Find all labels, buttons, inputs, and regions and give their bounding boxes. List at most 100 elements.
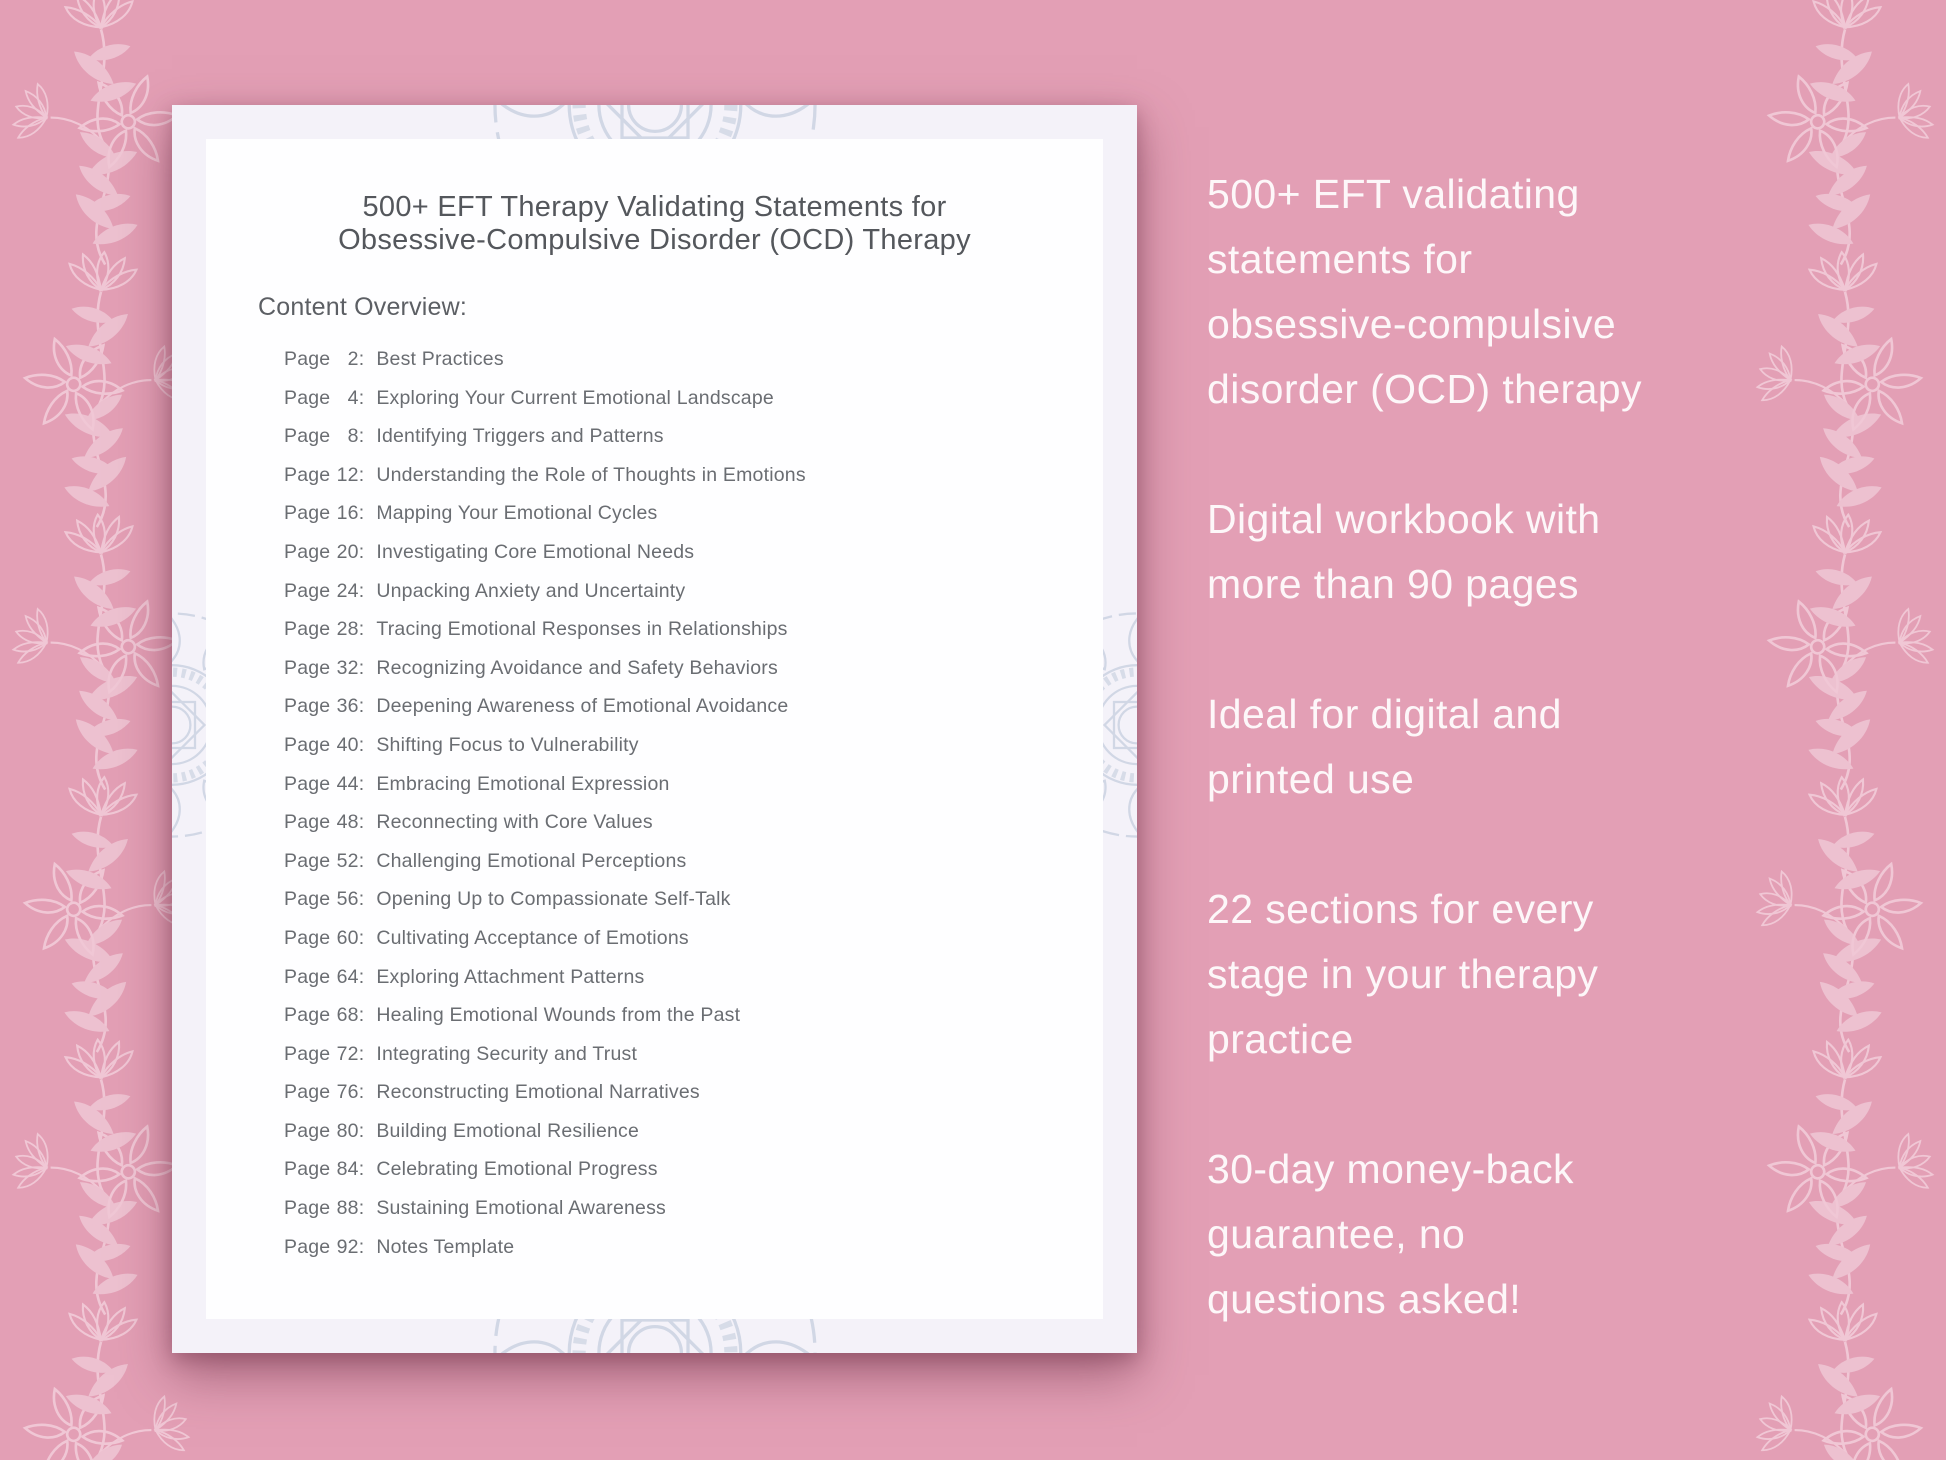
toc-page-word: Page: [284, 1004, 331, 1027]
toc-entry-title: Reconstructing Emotional Narratives: [376, 1081, 700, 1104]
marketing-line: guarantee, no: [1207, 1211, 1466, 1257]
toc-item: Page 88: Sustaining Emotional Awareness: [284, 1198, 1103, 1219]
toc-page-word: Page: [284, 811, 331, 834]
marketing-line: statements for: [1207, 236, 1473, 282]
document-page: 500+ EFT Therapy Validating Statements f…: [206, 139, 1103, 1319]
document-title-line1: 500+ EFT Therapy Validating Statements f…: [362, 191, 947, 223]
toc-entry-title: Shifting Focus to Vulnerability: [376, 733, 639, 756]
toc-item: Page 16: Mapping Your Emotional Cycles: [284, 503, 1103, 524]
toc-page-number: 56:: [336, 888, 365, 911]
toc-entry-title: Deepening Awareness of Emotional Avoidan…: [376, 695, 789, 718]
toc-entry-title: Integrating Security and Trust: [376, 1042, 638, 1065]
toc-page-word: Page: [284, 579, 331, 602]
toc-page-number: 40:: [336, 733, 365, 756]
toc-entry-title: Best Practices: [376, 348, 504, 370]
toc-page-number: 68:: [336, 1004, 365, 1027]
toc-page-word: Page: [284, 463, 331, 486]
toc-entry-title: Healing Emotional Wounds from the Past: [376, 1004, 741, 1027]
toc-page-word: Page: [284, 965, 331, 988]
toc-item: Page 4: Exploring Your Current Emotional L…: [284, 386, 1103, 409]
workbook-preview-card: 500+ EFT Therapy Validating Statements f…: [172, 105, 1137, 1353]
marketing-line: more than 90 pages: [1207, 561, 1579, 607]
toc-page-word: Page: [284, 888, 331, 911]
toc-page-number: 64:: [336, 965, 365, 988]
toc-item: Page 36: Deepening Awareness of Emotional …: [284, 696, 1103, 717]
toc-item: Page 24: Unpacking Anxiety and Uncertainty: [284, 579, 1103, 602]
toc-page-word: Page: [284, 348, 331, 370]
toc-page-word: Page: [284, 1235, 331, 1258]
toc-item: Page 8: Identifying Triggers and Patterns: [284, 426, 1103, 447]
toc-page-word: Page: [284, 540, 331, 563]
toc-page-word: Page: [284, 386, 331, 409]
marketing-bullet: Ideal for digital and printed use: [1207, 682, 1807, 812]
toc-page-number: 32:: [336, 656, 365, 679]
toc-page-number: 36:: [336, 695, 365, 718]
toc-entry-title: Identifying Triggers and Patterns: [376, 425, 664, 448]
toc-entry-title: Notes Template: [376, 1235, 515, 1258]
toc-page-word: Page: [284, 618, 331, 641]
toc-page-word: Page: [284, 425, 331, 448]
toc-page-word: Page: [284, 1197, 331, 1220]
toc-item: Page 92: Notes Template: [284, 1235, 1103, 1258]
toc-page-number: 48:: [336, 811, 365, 834]
toc-page-word: Page: [284, 849, 331, 872]
marketing-line: disorder (OCD) therapy: [1207, 366, 1642, 412]
toc-page-number: 2:: [347, 348, 365, 370]
table-of-contents: Page 2: Best Practices Page 4: Exploring You…: [284, 349, 1103, 1258]
toc-page-number: 44:: [336, 772, 365, 795]
toc-item: Page 56: Opening Up to Compassionate Self-…: [284, 889, 1103, 910]
toc-page-word: Page: [284, 1042, 331, 1065]
marketing-line: stage in your therapy: [1207, 951, 1599, 997]
toc-page-word: Page: [284, 656, 331, 679]
toc-page-word: Page: [284, 926, 331, 949]
toc-page-number: 60:: [336, 926, 365, 949]
toc-page-number: 92:: [336, 1235, 365, 1258]
toc-page-word: Page: [284, 502, 331, 525]
toc-entry-title: Challenging Emotional Perceptions: [376, 849, 687, 872]
toc-entry-title: Reconnecting with Core Values: [376, 811, 653, 834]
toc-entry-title: Sustaining Emotional Awareness: [376, 1197, 666, 1220]
toc-item: Page 2: Best Practices: [284, 349, 1103, 370]
toc-page-word: Page: [284, 1081, 331, 1104]
marketing-bullet: 22 sections for every stage in your ther…: [1207, 877, 1807, 1072]
toc-entry-title: Investigating Core Emotional Needs: [376, 540, 695, 563]
toc-item: Page 60: Cultivating Acceptance of Emotion…: [284, 926, 1103, 949]
toc-entry-title: Recognizing Avoidance and Safety Behavio…: [376, 656, 778, 679]
toc-page-number: 8:: [347, 425, 365, 448]
toc-page-word: Page: [284, 733, 331, 756]
toc-page-number: 16:: [336, 502, 365, 525]
toc-item: Page 12: Understanding the Role of Thought…: [284, 463, 1103, 486]
toc-item: Page 80: Building Emotional Resilience: [284, 1119, 1103, 1142]
toc-entry-title: Unpacking Anxiety and Uncertainty: [376, 579, 686, 602]
toc-entry-title: Opening Up to Compassionate Self-Talk: [376, 888, 731, 911]
toc-item: Page 48: Reconnecting with Core Values: [284, 812, 1103, 833]
toc-page-number: 88:: [336, 1197, 365, 1220]
toc-page-number: 28:: [336, 618, 365, 641]
toc-item: Page 72: Integrating Security and Trust: [284, 1042, 1103, 1065]
toc-entry-title: Exploring Your Current Emotional Landsca…: [376, 386, 774, 409]
toc-page-number: 84:: [336, 1158, 365, 1181]
toc-page-number: 4:: [347, 386, 365, 409]
marketing-line: 22 sections for every: [1207, 886, 1594, 932]
toc-page-number: 72:: [336, 1042, 365, 1065]
marketing-panel: 500+ EFT validating statements for obses…: [1207, 162, 1807, 1397]
toc-entry-title: Understanding the Role of Thoughts in Em…: [376, 463, 806, 486]
toc-item: Page 20: Investigating Core Emotional Need…: [284, 540, 1103, 563]
marketing-line: Ideal for digital and: [1207, 691, 1562, 737]
toc-page-number: 24:: [336, 579, 365, 602]
toc-entry-title: Building Emotional Resilience: [376, 1119, 640, 1142]
toc-entry-title: Exploring Attachment Patterns: [376, 965, 645, 988]
toc-item: Page 32: Recognizing Avoidance and Safety …: [284, 656, 1103, 679]
toc-page-number: 80:: [336, 1119, 365, 1142]
toc-item: Page 84: Celebrating Emotional Progress: [284, 1159, 1103, 1180]
toc-entry-title: Celebrating Emotional Progress: [376, 1158, 658, 1181]
marketing-line: printed use: [1207, 756, 1415, 802]
toc-entry-title: Embracing Emotional Expression: [376, 772, 670, 795]
marketing-bullet: Digital workbook with more than 90 pages: [1207, 487, 1807, 617]
marketing-line: obsessive-compulsive: [1207, 301, 1617, 347]
toc-entry-title: Tracing Emotional Responses in Relations…: [376, 618, 788, 641]
document-title-line2: Obsessive-Compulsive Disorder (OCD) Ther…: [338, 224, 971, 256]
toc-page-number: 20:: [336, 540, 365, 563]
toc-item: Page 76: Reconstructing Emotional Narrativ…: [284, 1082, 1103, 1103]
